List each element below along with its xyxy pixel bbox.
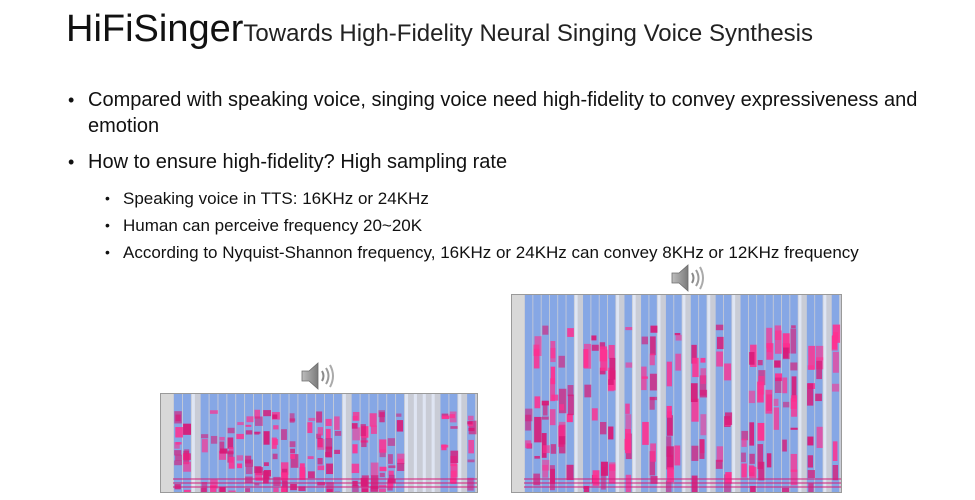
sub-bullet-item: Human can perceive frequency 20~20K [105,212,948,239]
spectrogram-48khz [511,294,842,493]
spectrogram-image [524,295,841,492]
speaker-icon[interactable] [300,360,336,397]
title-main: HiFiSinger [66,8,244,50]
spectrogram-image [173,394,477,492]
sub-bullet-item: According to Nyquist-Shannon frequency, … [105,239,948,266]
bullet-list: Compared with speaking voice, singing vo… [68,87,948,266]
title-subtitle: Towards High-Fidelity Neural Singing Voi… [243,20,813,47]
spectrogram-16khz [160,393,478,493]
slide-title: HiFiSingerTowards High-Fidelity Neural S… [66,8,813,51]
bullet-item: How to ensure high-fidelity? High sampli… [68,149,948,175]
speaker-icon[interactable] [670,262,706,299]
bullet-item: Compared with speaking voice, singing vo… [68,87,948,139]
spectrogram-axis [161,394,173,492]
spectrogram-axis [512,295,524,492]
sub-bullet-item: Speaking voice in TTS: 16KHz or 24KHz [105,185,948,212]
